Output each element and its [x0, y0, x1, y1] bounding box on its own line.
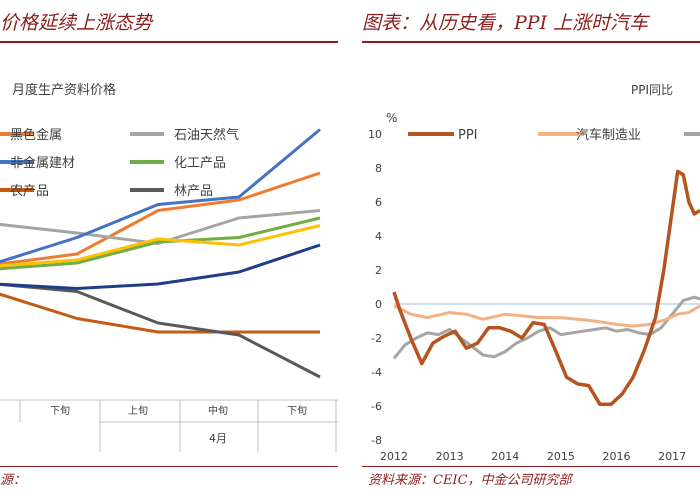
left-x-tick-label-2: 上旬 [128, 404, 148, 417]
right-x-tick-label-4: 2016 [603, 450, 631, 462]
left-legend-label-1: 石油天然气 [174, 127, 239, 143]
right-y-tick-label-6: 4 [375, 230, 382, 243]
right-x-tick-label-1: 2013 [436, 450, 464, 462]
left-series-lines [0, 128, 321, 379]
right-x-tick-label-5: 2017 [658, 450, 686, 462]
right-footer-rule [362, 466, 700, 467]
right-axes: -8 -6 -4 -2 0 2 4 6 8 10 2012 2013 2014 2015 2016 2017 [368, 128, 700, 462]
left-series-line-3 [0, 216, 321, 271]
left-series-line-7 [0, 243, 321, 290]
left-x-group-label: 4月 [209, 432, 227, 445]
right-series-line-0 [392, 169, 700, 407]
right-y-tick-label-1: -6 [371, 400, 382, 413]
right-series-line-1 [393, 304, 700, 328]
left-series-line-0 [0, 171, 321, 266]
right-series-line-2 [392, 295, 700, 360]
left-legend-label-0: 黑色金属 [10, 127, 62, 143]
right-y-tick-label-4: 0 [375, 298, 382, 311]
right-title-rule [362, 41, 700, 43]
right-y-tick-label-9: 10 [368, 128, 382, 141]
left-legend-label-3: 化工产品 [174, 156, 226, 171]
right-series-lines [392, 169, 700, 407]
left-title-rule [0, 41, 338, 43]
right-y-tick-label-2: -4 [371, 366, 382, 379]
right-x-tick-label-3: 2015 [547, 450, 575, 462]
right-chart-title: PPI同比 [631, 83, 673, 97]
right-y-tick-label-0: -8 [371, 434, 382, 447]
left-source-note: 源： [0, 473, 27, 488]
right-legend: PPI 汽车制造业 [408, 127, 700, 143]
left-footer-rule [0, 466, 338, 467]
right-y-tick-label-8: 8 [375, 162, 382, 175]
right-x-tick-label-2: 2014 [491, 450, 519, 462]
left-legend-label-2: 非金属建材 [10, 155, 75, 171]
left-x-tick-label-4: 下旬 [287, 404, 307, 417]
right-panel-title: 图表：从历史看，PPI 上涨时汽车 [362, 12, 649, 34]
left-legend-label-4: 农产品 [10, 184, 49, 199]
right-chart: PPI同比 % -8 -6 -4 -2 0 2 4 6 8 10 2012 2013 2014 2015 2… [368, 83, 700, 462]
left-series-line-5 [0, 282, 321, 379]
right-legend-label-0: PPI [458, 128, 478, 143]
right-y-unit: % [386, 111, 397, 125]
right-y-tick-label-7: 6 [375, 196, 382, 209]
left-series-line-4 [0, 292, 320, 334]
left-x-axis: 下旬 上旬 中旬 下旬 4月 [0, 399, 338, 452]
left-series-line-6 [0, 224, 321, 268]
left-panel-title: 价格延续上涨态势 [0, 12, 153, 34]
right-source-note: 资料来源：CEIC，中金公司研究部 [368, 473, 572, 488]
right-legend-label-1: 汽车制造业 [576, 127, 641, 143]
right-x-tick-label-0: 2012 [380, 450, 408, 462]
right-y-tick-label-5: 2 [375, 264, 382, 277]
right-y-tick-label-3: -2 [371, 332, 382, 345]
left-legend-label-5: 林产品 [174, 184, 213, 199]
left-chart-title: 月度生产资料价格 [12, 82, 116, 98]
left-series-line-2 [0, 128, 321, 264]
left-x-tick-label-1: 下旬 [50, 404, 70, 417]
left-x-tick-label-3: 中旬 [208, 404, 228, 417]
